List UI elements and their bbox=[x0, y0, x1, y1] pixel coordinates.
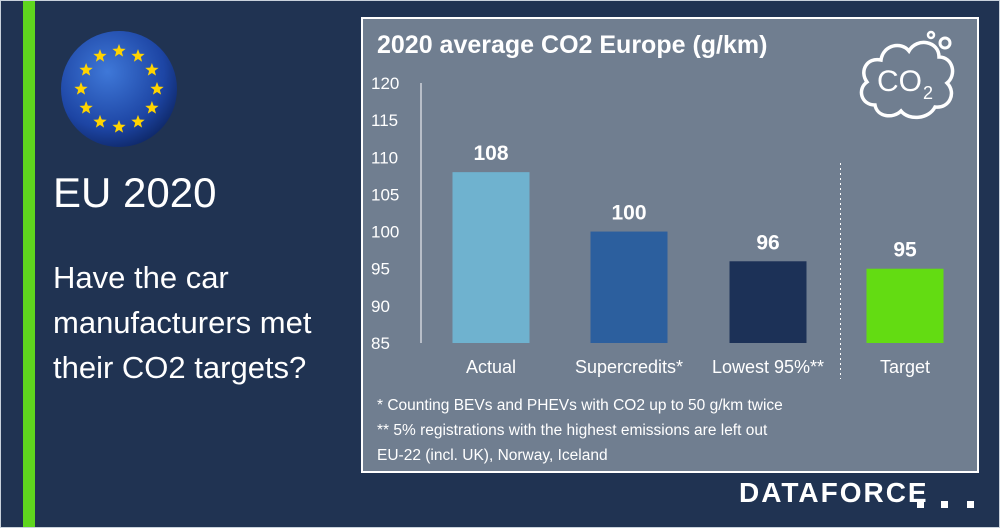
category-label: Lowest 95%** bbox=[712, 357, 824, 377]
data-label: 100 bbox=[611, 202, 646, 225]
co2-icon-text: CO bbox=[877, 65, 922, 98]
bar-supercredits bbox=[590, 231, 668, 343]
bar-chart: 85 90 95 100 105 110 115 120 108 100 96 95 Actual S… bbox=[371, 74, 944, 379]
y-tick-label: 85 bbox=[371, 334, 390, 353]
footnote-2: ** 5% registrations with the highest emi… bbox=[377, 422, 768, 439]
headline: EU 2020 bbox=[53, 169, 217, 216]
brand-dot bbox=[941, 501, 948, 508]
footnotes: * Counting BEVs and PHEVs with CO2 up to… bbox=[377, 393, 783, 468]
category-label: Actual bbox=[466, 357, 516, 377]
bar-actual bbox=[452, 172, 530, 343]
footnote-3: EU-22 (incl. UK), Norway, Iceland bbox=[377, 447, 608, 464]
accent-bar bbox=[23, 1, 35, 527]
data-label: 95 bbox=[893, 239, 917, 262]
brand-dot bbox=[967, 501, 974, 508]
bar-lowest-95 bbox=[729, 261, 807, 343]
co2-cloud-icon: CO 2 bbox=[859, 30, 955, 120]
category-label: Supercredits* bbox=[575, 357, 683, 377]
y-tick-label: 90 bbox=[371, 297, 390, 316]
y-tick-label: 95 bbox=[371, 260, 390, 279]
data-label: 108 bbox=[473, 142, 508, 165]
data-label: 96 bbox=[756, 231, 779, 254]
y-tick-label: 115 bbox=[371, 111, 398, 130]
bar-target bbox=[866, 268, 944, 343]
question-text: Have the car manufacturers met their CO2… bbox=[53, 260, 312, 385]
brand-dot bbox=[917, 501, 924, 508]
y-tick-label: 105 bbox=[371, 185, 399, 204]
y-tick-label: 100 bbox=[371, 223, 399, 242]
co2-icon-subscript: 2 bbox=[923, 83, 933, 103]
y-tick-label: 120 bbox=[371, 74, 399, 93]
chart-title: 2020 average CO2 Europe (g/km) bbox=[377, 31, 768, 59]
category-label: Target bbox=[880, 357, 930, 377]
eu-flag-icon bbox=[61, 31, 177, 147]
brand-logo: DATAFORCE bbox=[739, 477, 929, 508]
y-tick-label: 110 bbox=[371, 148, 398, 167]
footnote-1: * Counting BEVs and PHEVs with CO2 up to… bbox=[377, 397, 783, 414]
